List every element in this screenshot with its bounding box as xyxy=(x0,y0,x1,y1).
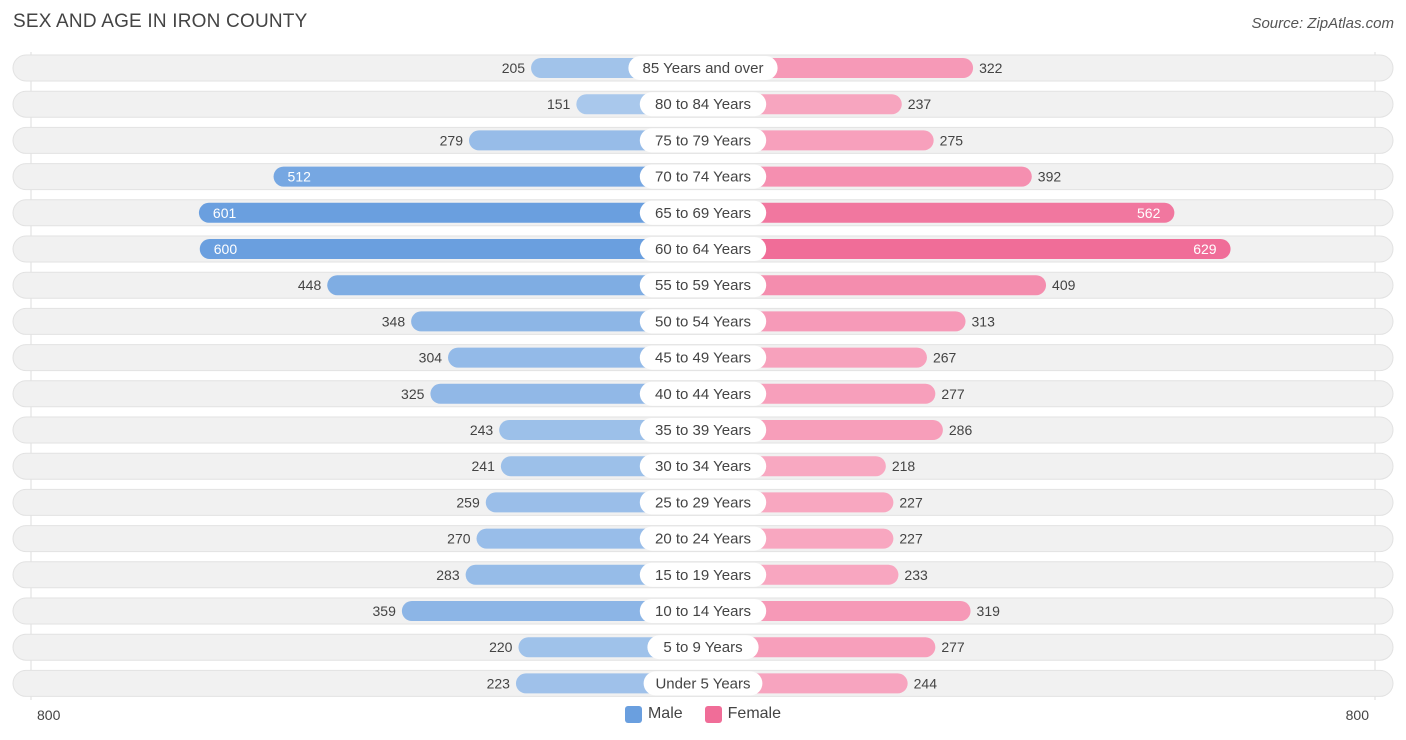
category-label-pill xyxy=(639,237,767,261)
category-label: 80 to 84 Years xyxy=(655,96,751,113)
legend-item-male[interactable]: Male xyxy=(624,705,683,723)
chart-legend: Male Female xyxy=(0,705,1406,723)
source-credit: Source: ZipAtlas.com xyxy=(1251,15,1394,32)
male-value-label: 151 xyxy=(547,96,571,112)
female-value-label: 313 xyxy=(972,313,996,329)
female-value-label: 629 xyxy=(1193,241,1217,257)
chart-title: SEX AND AGE IN IRON COUNTY xyxy=(13,11,308,32)
male-value-label: 259 xyxy=(456,494,480,510)
male-value-label: 601 xyxy=(213,205,237,221)
male-bar xyxy=(327,275,713,296)
category-label-pill xyxy=(639,128,767,153)
male-value-label: 448 xyxy=(298,277,322,293)
male-bar xyxy=(273,166,713,187)
female-bar xyxy=(693,275,1047,296)
category-label-pill xyxy=(639,526,767,551)
category-label: 60 to 64 Years xyxy=(655,241,751,258)
category-label-pill xyxy=(639,599,767,623)
male-bar xyxy=(401,601,713,621)
male-swatch-icon xyxy=(624,705,642,723)
category-label: Under 5 Years xyxy=(655,675,750,692)
category-label: 30 to 34 Years xyxy=(655,458,751,475)
female-value-label: 218 xyxy=(892,458,916,474)
female-value-label: 286 xyxy=(949,422,973,438)
category-label-pill xyxy=(643,671,763,696)
male-bar xyxy=(199,239,713,259)
category-label: 35 to 39 Years xyxy=(655,422,751,439)
male-value-label: 205 xyxy=(502,60,526,76)
category-label-pill xyxy=(647,635,759,660)
category-label-pill xyxy=(639,273,767,298)
male-value-label: 600 xyxy=(214,241,238,257)
male-bar xyxy=(411,311,713,332)
axis-right-max-label: 800 xyxy=(1345,707,1369,723)
male-value-label: 304 xyxy=(419,350,443,366)
category-label: 40 to 44 Years xyxy=(655,386,751,403)
category-label-pill xyxy=(639,418,767,442)
category-label: 55 to 59 Years xyxy=(655,277,751,294)
female-value-label: 275 xyxy=(940,132,964,148)
category-label: 85 Years and over xyxy=(643,60,764,77)
category-label: 5 to 9 Years xyxy=(663,639,742,656)
category-label-pill xyxy=(639,92,767,117)
legend-label-female: Female xyxy=(727,705,782,722)
male-value-label: 512 xyxy=(288,169,312,185)
male-value-label: 270 xyxy=(447,531,471,547)
category-label: 10 to 14 Years xyxy=(655,603,751,620)
female-value-label: 322 xyxy=(979,60,1003,76)
female-bar xyxy=(693,202,1175,223)
category-label: 65 to 69 Years xyxy=(655,205,751,222)
female-bar xyxy=(693,239,1231,259)
category-label: 15 to 19 Years xyxy=(655,567,751,584)
female-value-label: 277 xyxy=(941,639,965,655)
category-label-pill xyxy=(639,562,767,587)
axis-left-max-label: 800 xyxy=(37,707,61,723)
female-value-label: 227 xyxy=(899,531,923,547)
female-swatch-icon xyxy=(704,705,722,723)
male-value-label: 223 xyxy=(487,675,511,691)
female-value-label: 233 xyxy=(904,567,928,583)
male-value-label: 241 xyxy=(472,458,496,474)
female-value-label: 227 xyxy=(899,494,923,510)
female-value-label: 392 xyxy=(1038,169,1062,185)
population-pyramid-chart: 205 322 85 Years and over 151 237 80 to 84 Ye… xyxy=(12,52,1394,700)
category-label-pill xyxy=(639,200,767,225)
category-label: 25 to 29 Years xyxy=(655,494,751,511)
male-value-label: 359 xyxy=(373,603,397,619)
male-value-label: 348 xyxy=(382,313,406,329)
female-value-label: 409 xyxy=(1052,277,1076,293)
female-value-label: 562 xyxy=(1137,205,1161,221)
category-label-pill xyxy=(639,454,767,479)
male-bar xyxy=(198,202,713,223)
female-value-label: 319 xyxy=(977,603,1001,619)
female-value-label: 244 xyxy=(914,675,938,691)
category-label-pill xyxy=(639,164,767,189)
category-label-pill xyxy=(628,56,778,80)
category-label: 20 to 24 Years xyxy=(655,531,751,548)
legend-item-female[interactable]: Female xyxy=(704,705,782,723)
female-value-label: 277 xyxy=(941,386,965,402)
female-value-label: 267 xyxy=(933,350,957,366)
category-label: 50 to 54 Years xyxy=(655,313,751,330)
category-label: 75 to 79 Years xyxy=(655,132,751,149)
male-value-label: 243 xyxy=(470,422,494,438)
category-label-pill xyxy=(639,381,767,406)
male-value-label: 283 xyxy=(436,567,460,583)
category-label-pill xyxy=(639,345,767,370)
female-bar xyxy=(693,166,1032,187)
category-label: 70 to 74 Years xyxy=(655,169,751,186)
category-label-pill xyxy=(639,490,767,515)
female-value-label: 237 xyxy=(908,96,932,112)
male-value-label: 279 xyxy=(440,132,464,148)
legend-label-male: Male xyxy=(647,705,683,722)
male-value-label: 220 xyxy=(489,639,513,655)
male-value-label: 325 xyxy=(401,386,425,402)
category-label-pill xyxy=(639,309,767,334)
category-label: 45 to 49 Years xyxy=(655,350,751,367)
